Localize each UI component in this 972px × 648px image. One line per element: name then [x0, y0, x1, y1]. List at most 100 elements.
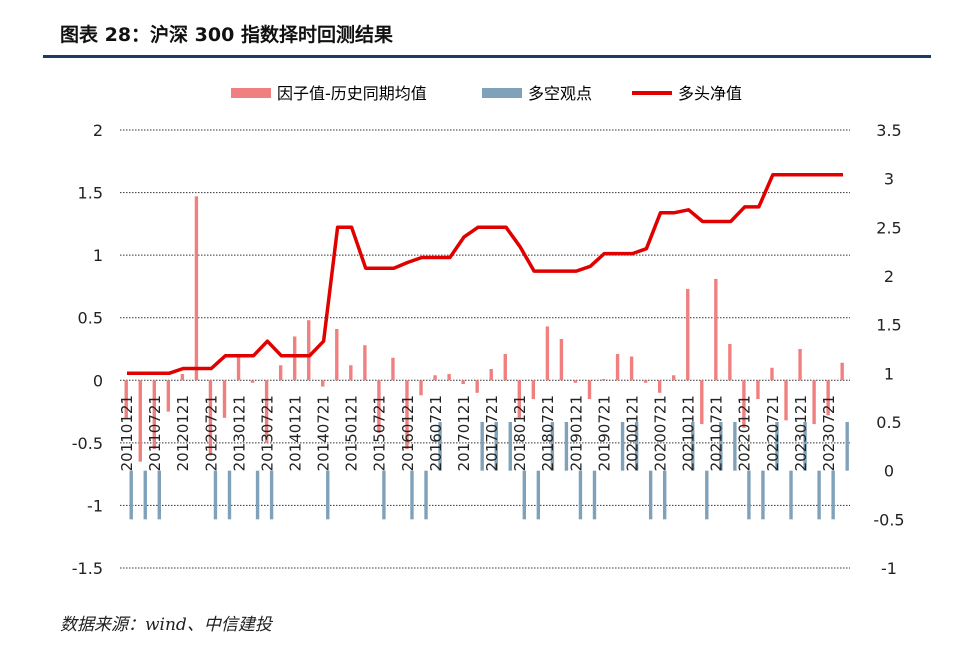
x-tick-label: 20140721	[315, 395, 333, 471]
x-tick-label: 20170121	[455, 395, 473, 471]
y-left-tick-label: 1	[93, 246, 103, 265]
bar-factor	[531, 380, 536, 400]
bar-factor	[321, 380, 325, 387]
bar-factor	[728, 343, 732, 381]
legend-swatch-factor	[231, 88, 271, 98]
bar-view	[227, 470, 232, 520]
bar-view	[719, 422, 723, 471]
bar-factor	[250, 380, 255, 383]
bar-view	[761, 470, 765, 520]
bar-factor	[559, 338, 564, 381]
bar-factor	[180, 374, 185, 381]
bar-view	[634, 422, 639, 471]
bar-view	[424, 470, 428, 520]
bar-factor	[461, 380, 465, 385]
bar-view	[410, 470, 414, 520]
bar-view	[157, 470, 161, 520]
bar-view	[662, 470, 667, 520]
bar-factor	[770, 367, 774, 381]
bar-view	[326, 470, 330, 520]
bar-factor	[643, 380, 648, 383]
y-left-tick-label: 0.5	[78, 309, 103, 328]
bar-view	[592, 470, 597, 520]
bar-view	[494, 422, 498, 471]
y-right-tick-label: 3	[884, 170, 894, 189]
x-tick-label: 20140121	[286, 395, 304, 471]
x-tick-label: 20230721	[820, 395, 838, 471]
legend-label-view: 多空观点	[528, 84, 592, 103]
y-right-tick-label: 2	[884, 267, 894, 286]
bar-view	[255, 470, 260, 520]
bar-view	[382, 470, 386, 520]
y-left-tick-label: 0	[93, 371, 103, 390]
bar-view	[578, 470, 583, 520]
bar-factor	[138, 380, 142, 462]
bar-view	[620, 422, 625, 471]
y-right-tick-label: 0.5	[876, 413, 901, 432]
y-right-tick-label: -0.5	[873, 510, 904, 529]
bar-factor	[503, 354, 507, 381]
bar-factor	[475, 380, 479, 393]
bar-factor	[124, 380, 128, 418]
bar-factor	[307, 320, 311, 381]
bar-view	[789, 470, 793, 520]
chart-title: 图表 28：沪深 300 指数择时回测结果	[60, 24, 393, 46]
x-tick-label: 20110721	[146, 395, 164, 471]
x-tick-label: 20170721	[483, 395, 501, 471]
x-tick-label: 20150121	[343, 395, 361, 471]
bar-view	[508, 422, 512, 471]
bar-factor	[629, 356, 634, 381]
x-tick-label: 20120721	[202, 395, 220, 471]
bar-factor	[419, 380, 423, 396]
y-right-tick-label: 1.5	[876, 316, 901, 335]
bar-factor	[545, 326, 550, 381]
legend-label-factor: 因子值-历史同期均值	[277, 84, 427, 103]
bar-factor	[672, 375, 676, 381]
bar-factor	[264, 380, 269, 443]
x-tick-label: 20150721	[371, 395, 389, 471]
x-tick-label: 20190721	[595, 395, 613, 471]
x-tick-label: 20200121	[623, 395, 641, 471]
bar-factor	[517, 380, 521, 418]
y-right-tick-label: 1	[884, 364, 894, 383]
bar-view	[691, 422, 695, 471]
bar-factor	[236, 355, 241, 381]
bar-factor	[335, 328, 339, 381]
bar-factor	[152, 380, 156, 450]
x-tick-label: 20180121	[511, 395, 529, 471]
x-tick-label: 20160121	[399, 395, 417, 471]
y-left-tick-label: -0.5	[72, 434, 103, 453]
x-tick-label: 20130121	[230, 395, 248, 471]
bar-factor	[292, 336, 297, 381]
bar-factor	[700, 380, 704, 425]
bar-factor	[433, 375, 437, 381]
bar-view	[817, 470, 821, 520]
bar-factor	[826, 380, 830, 416]
bar-view	[648, 470, 653, 520]
bar-factor	[784, 380, 788, 421]
source-note: 数据来源：wind、中信建投	[60, 615, 272, 635]
bar-view	[480, 422, 484, 471]
bar-view	[438, 422, 442, 471]
x-tick-label: 20210721	[708, 395, 726, 471]
x-tick-label: 20110121	[118, 395, 136, 471]
y-left-tick-label: -1	[87, 496, 103, 515]
x-tick-label: 20200721	[651, 395, 669, 471]
bar-factor	[686, 288, 690, 381]
bar-factor	[840, 362, 844, 381]
legend-swatch-view	[482, 88, 522, 98]
y-right-tick-label: 3.5	[876, 121, 901, 140]
bar-factor	[714, 278, 718, 381]
y-left-tick-label: 1.5	[78, 184, 103, 203]
x-tick-label: 20130721	[258, 395, 276, 471]
bar-view	[705, 470, 709, 520]
bar-factor	[363, 345, 367, 381]
bar-factor	[742, 380, 746, 428]
bar-view	[129, 470, 133, 520]
y-right-tick-label: 2.5	[876, 218, 901, 237]
x-tick-label: 20180721	[539, 395, 557, 471]
bar-factor	[587, 380, 592, 400]
bar-view	[269, 470, 274, 520]
bar-factor	[657, 380, 662, 393]
